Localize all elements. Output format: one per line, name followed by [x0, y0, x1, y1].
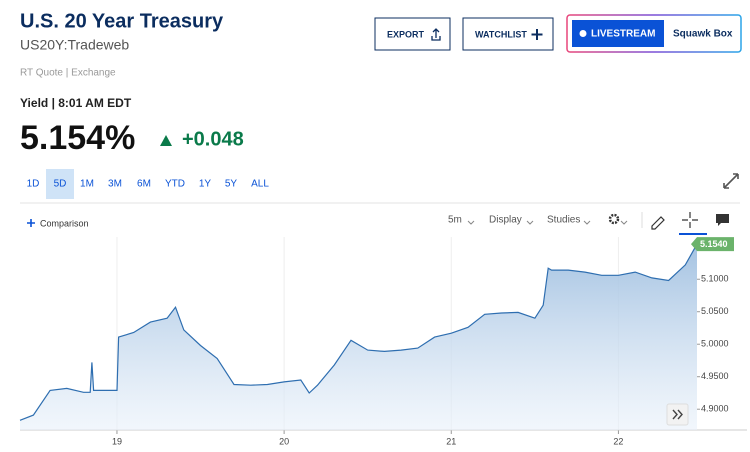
- scroll-right-button[interactable]: [666, 403, 689, 426]
- button-label: Comparison: [40, 218, 89, 228]
- selected-range-bg: [46, 169, 74, 199]
- range-button[interactable]: 1D: [27, 179, 40, 190]
- area-fill: [20, 244, 697, 430]
- x-tick-label: 19: [112, 436, 122, 446]
- price-line: [19, 243, 698, 421]
- button-label: WATCHLIST: [475, 29, 527, 39]
- page-title: U.S. 20 Year Treasury: [20, 10, 224, 32]
- interval-dropdown[interactable]: 5m: [448, 215, 462, 226]
- y-tick-label: 4.9000: [701, 404, 729, 414]
- crosshair-icon[interactable]: [682, 212, 698, 228]
- x-tick-label: 20: [279, 436, 289, 446]
- y-tick-label: 5.0500: [701, 306, 729, 316]
- export-button[interactable]: EXPORT: [374, 17, 451, 51]
- export-icon: [431, 28, 441, 41]
- y-tick-label: 5.1000: [701, 274, 729, 284]
- comment-icon[interactable]: [716, 214, 729, 226]
- draw-icon[interactable]: [651, 216, 665, 230]
- chevron-icon: [672, 409, 683, 420]
- settings-icon[interactable]: [608, 213, 620, 225]
- y-tick-label: 5.0000: [701, 339, 729, 349]
- studies-dropdown[interactable]: Studies: [547, 215, 580, 226]
- range-button[interactable]: YTD: [165, 179, 185, 190]
- range-selector: 1D 5D 1M 3M 6M YTD 1Y 5Y ALL: [27, 169, 269, 199]
- range-button[interactable]: 5D: [54, 179, 67, 190]
- button-frame: [374, 17, 451, 51]
- range-button[interactable]: 6M: [137, 179, 151, 190]
- range-button[interactable]: 3M: [108, 179, 122, 190]
- chart: 19 20 21 22 4.9000 4.9500 5.0000 5.0500 5.1000 5.…: [19, 237, 747, 446]
- range-button[interactable]: 1Y: [199, 179, 212, 190]
- quote-source: RT Quote | Exchange: [20, 68, 116, 79]
- quote-change: +0.048: [182, 128, 244, 150]
- up-arrow: [160, 135, 172, 146]
- plus-icon: [531, 29, 543, 40]
- last-value-tag: [691, 237, 734, 252]
- plus-icon: [27, 219, 35, 227]
- button-frame: [572, 20, 664, 47]
- watchlist-button[interactable]: WATCHLIST: [462, 17, 554, 51]
- quote-price: 5.154%: [20, 119, 135, 157]
- x-tick-label: 22: [613, 436, 623, 446]
- symbol: US20Y:Tradeweb: [20, 37, 129, 53]
- y-tick-label: 4.9500: [701, 371, 729, 381]
- squawk-box-link[interactable]: Squawk Box: [673, 29, 733, 40]
- x-tick-label: 21: [446, 436, 456, 446]
- live-dot: [579, 30, 587, 37]
- quote-label: Yield | 8:01 AM EDT: [20, 96, 132, 110]
- last-value-label: 5.1540: [700, 239, 728, 249]
- livestream-button[interactable]: LIVESTREAM: [572, 20, 664, 47]
- comparison-button[interactable]: Comparison: [27, 218, 89, 228]
- dropdown-chevrons: [467, 220, 628, 225]
- expand-icon[interactable]: [723, 173, 739, 189]
- range-button[interactable]: 5Y: [225, 179, 238, 190]
- range-button[interactable]: ALL: [251, 179, 269, 190]
- range-button[interactable]: 1M: [80, 179, 94, 190]
- display-dropdown[interactable]: Display: [489, 215, 522, 226]
- button-label: EXPORT: [387, 29, 425, 39]
- button-label: LIVESTREAM: [591, 29, 655, 40]
